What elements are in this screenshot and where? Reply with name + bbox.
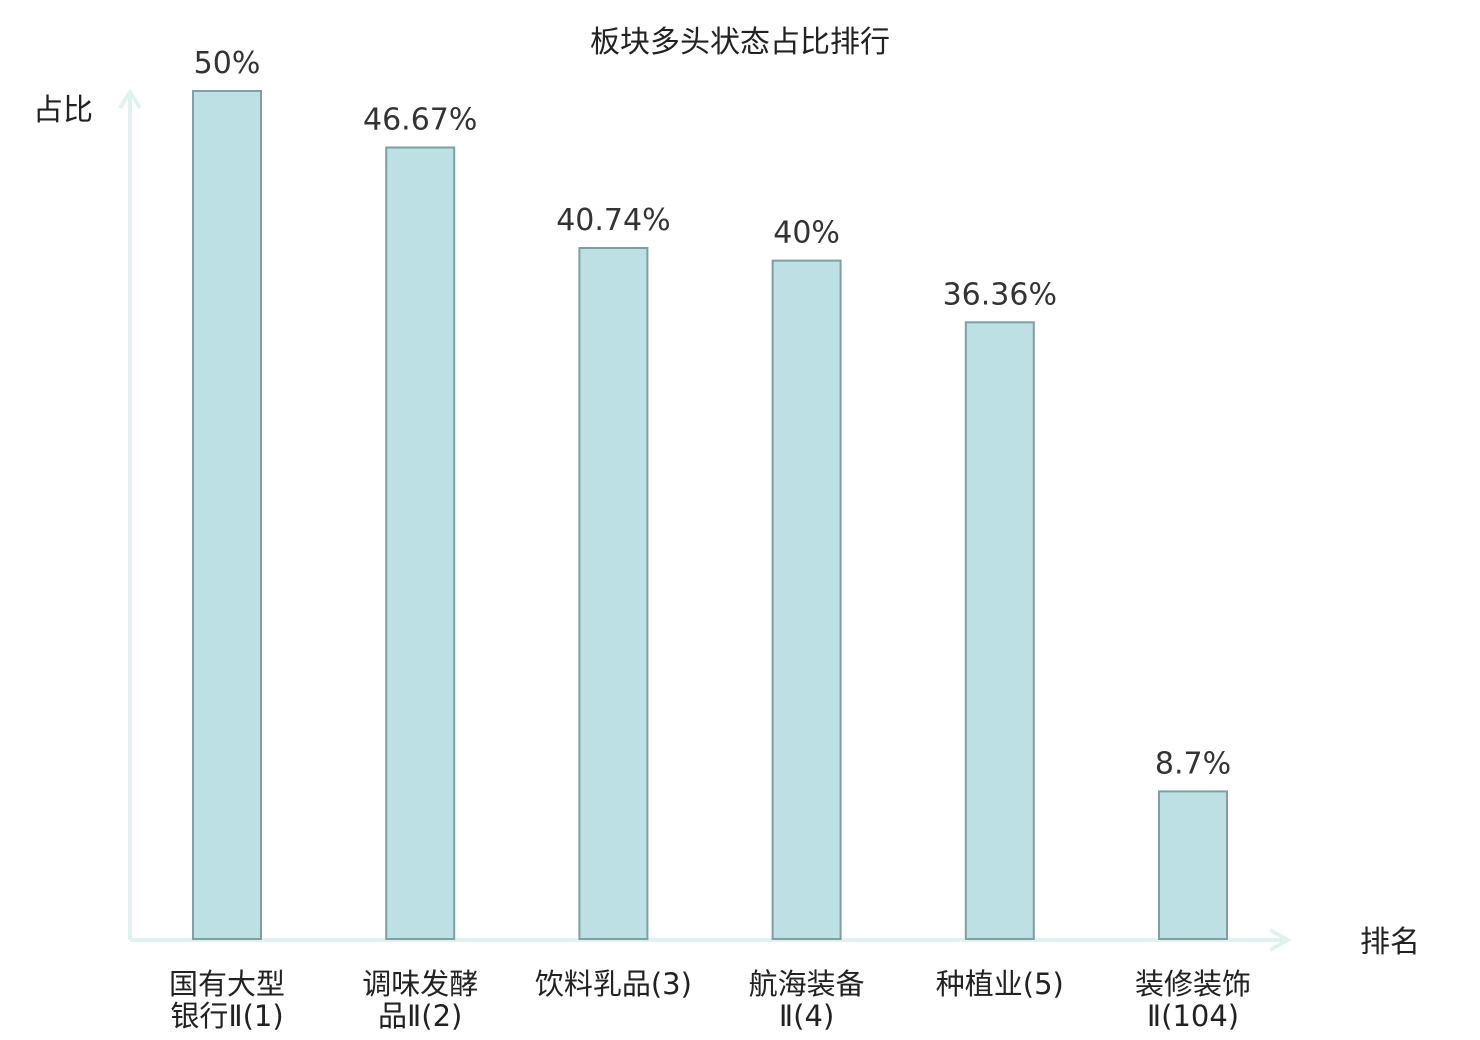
bar	[1158, 790, 1228, 941]
axes	[118, 88, 1293, 952]
category-label: 国有大型银行Ⅱ(1)	[169, 967, 285, 1033]
category-label-line: 银行Ⅱ(1)	[170, 999, 283, 1033]
y-axis-arrow	[118, 88, 142, 110]
category-label: 饮料乳品(3)	[535, 967, 692, 1001]
category-label: 种植业(5)	[936, 967, 1064, 1001]
category-label: 装修装饰 Ⅱ(104)	[1135, 967, 1251, 1033]
x-axis-arrow	[1269, 928, 1293, 952]
bar	[771, 259, 842, 941]
chart-title: 板块多头状态占比排行	[590, 25, 890, 60]
category-label-line: Ⅱ(4)	[779, 999, 834, 1033]
value-label: 50%	[194, 46, 261, 81]
bar	[192, 90, 262, 940]
bar	[385, 146, 456, 940]
value-label: 46.67%	[363, 103, 477, 138]
value-label: 40.74%	[556, 203, 670, 238]
category-label-line: 装修装饰	[1135, 967, 1251, 1001]
category-label-line: 调味发酵	[362, 967, 478, 1001]
y-axis-label: 占比	[33, 93, 93, 128]
category-label: 调味发酵品Ⅱ(2)	[362, 967, 478, 1033]
category-label-line: 航海装备	[749, 967, 865, 1001]
x-axis-label: 排名	[1360, 925, 1420, 960]
value-label: 40%	[773, 216, 840, 251]
bar	[578, 247, 649, 940]
category-label: 航海装备 Ⅱ(4)	[749, 967, 865, 1033]
category-label-line: 种植业(5)	[936, 967, 1064, 1001]
value-label: 8.7%	[1155, 746, 1231, 781]
category-label-line: Ⅱ(104)	[1147, 999, 1239, 1033]
bars-group	[192, 90, 1228, 941]
value-labels-group: 50% 46.67% 40.74% 40% 36.36% 8.7%	[194, 46, 1231, 781]
category-label-line: 国有大型	[169, 967, 285, 1001]
category-labels-group: 国有大型银行Ⅱ(1) 调味发酵品Ⅱ(2) 饮料乳品(3) 航海装备 Ⅱ(4) 种植业(5)…	[169, 967, 1251, 1033]
category-label-line: 饮料乳品(3)	[535, 967, 692, 1001]
category-label-line: 品Ⅱ(2)	[378, 999, 462, 1033]
value-label: 36.36%	[943, 277, 1057, 312]
bar	[964, 321, 1035, 940]
